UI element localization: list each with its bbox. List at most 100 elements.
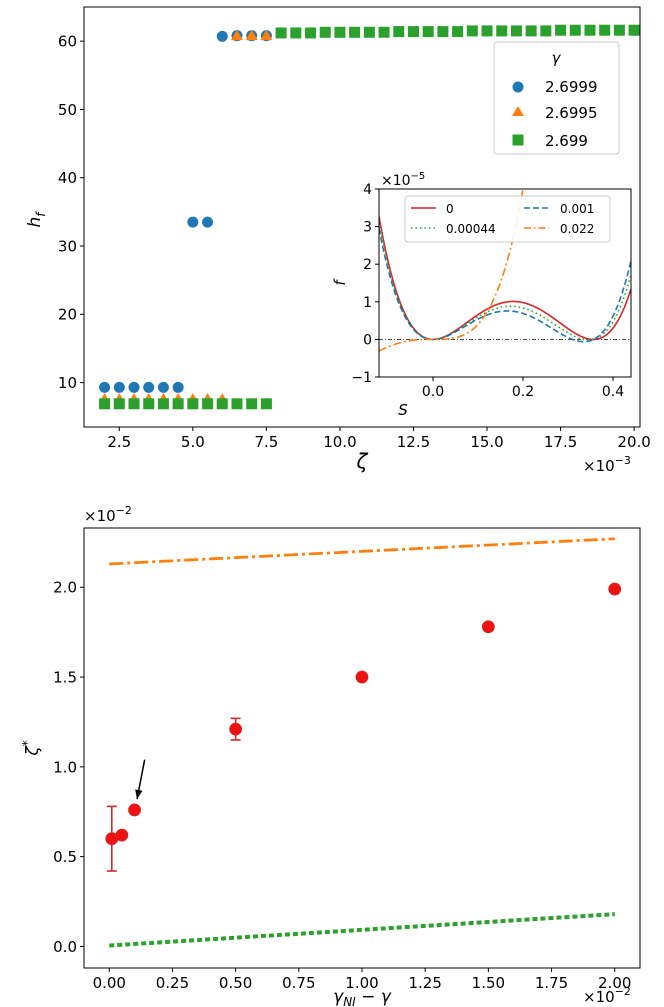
- point-2.699: [393, 26, 405, 38]
- bottom-xtick-label: 1.75: [535, 974, 568, 992]
- bottom-xtick-label: 0.75: [282, 974, 315, 992]
- inset-ytick-label: 4: [363, 182, 372, 198]
- inset-y-scale-label: ×10−5: [381, 171, 425, 189]
- top-xtick-label: 7.5: [254, 433, 278, 451]
- top-xtick-label: 15.0: [470, 433, 503, 451]
- legend-marker-circle: [512, 81, 524, 93]
- point-2.699: [628, 24, 640, 36]
- bottom-ytick-label: 1.0: [53, 758, 77, 776]
- bottom-xtick-label: 1.00: [345, 974, 378, 992]
- point-2.6995: [230, 29, 243, 41]
- point-2.699: [525, 25, 537, 37]
- point-2.6999: [113, 381, 125, 393]
- point-2.699: [481, 25, 493, 37]
- point-2.6999: [128, 381, 140, 393]
- point-2.6999: [202, 216, 214, 228]
- point-2.699: [378, 26, 390, 38]
- point-2.699: [334, 26, 346, 38]
- point-2.699: [452, 26, 464, 38]
- top-xtick-label: 12.5: [397, 433, 430, 451]
- top-legend: γ 2.6999 2.6995 2.699: [493, 41, 620, 155]
- point-2.699: [349, 26, 361, 38]
- inset-ytick-label: 2: [363, 257, 372, 273]
- point-2.699: [305, 27, 317, 39]
- point-2.699: [363, 26, 375, 38]
- bottom-ytick-label: 1.5: [53, 668, 77, 686]
- point-2.699: [246, 398, 258, 410]
- top-x-scale-label: ×10−3: [583, 454, 631, 475]
- legend-marker-triangle: [512, 106, 524, 116]
- inset-panel: 0.0 0.2 0.4 −1 0 1 2 3 4 S f ×10−5 0 0.00044 0.…: [331, 171, 632, 419]
- bottom-xtick-label: 1.50: [472, 974, 505, 992]
- legend-label-2.6995: 2.6995: [545, 104, 598, 122]
- point-2.699: [584, 24, 596, 36]
- lower-bound-line: [109, 912, 615, 948]
- bottom-ytick-label: 0.0: [53, 938, 77, 956]
- point-2.699: [466, 25, 478, 37]
- top-y-axis-label: hf: [25, 211, 48, 228]
- bottom-x-axis-label: γNI − γ: [333, 987, 392, 1007]
- bottom-panel: 0.00 0.25 0.50 0.75 1.00 1.25 1.50 1.75 2.00 0.0…: [20, 504, 641, 1007]
- inset-legend-label-0.022: 0.022: [560, 222, 594, 236]
- top-ytick-label: 20: [58, 306, 77, 324]
- point-2.699: [599, 24, 611, 36]
- point-2.699: [569, 24, 581, 36]
- point-2.699: [319, 26, 331, 38]
- inset-legend-label-0: 0: [446, 202, 454, 216]
- inset-xtick-label: 0.0: [422, 384, 444, 400]
- point-2.699: [202, 398, 214, 410]
- point-2.699: [143, 398, 155, 410]
- point-2.699: [275, 27, 287, 39]
- bottom-x-scale-label: ×10−2: [583, 985, 631, 1006]
- point-2.6995: [245, 29, 258, 41]
- bottom-xtick-label: 0.00: [93, 974, 126, 992]
- inset-x-axis-label: S: [398, 401, 408, 419]
- point-2.699: [290, 27, 302, 39]
- point-2.6999: [187, 216, 199, 228]
- top-ytick-label: 40: [58, 169, 77, 187]
- point-2.699: [113, 398, 125, 410]
- point-2.699: [172, 398, 184, 410]
- top-xtick-label: 17.5: [544, 433, 577, 451]
- legend-marker-square: [512, 134, 524, 146]
- top-ytick-label: 60: [58, 33, 77, 51]
- inset-legend-label-0.00044: 0.00044: [446, 222, 496, 236]
- point-2.699: [407, 26, 419, 38]
- data-point: [608, 582, 622, 596]
- bottom-axes-frame: [83, 527, 641, 969]
- inset-ytick-label: 1: [363, 295, 372, 311]
- data-point: [229, 722, 243, 736]
- point-2.699: [187, 398, 199, 410]
- inset-xtick-label: 0.2: [512, 384, 534, 400]
- inset-legend-box: [404, 195, 611, 243]
- inset-ytick-label: 0: [363, 332, 372, 348]
- bottom-y-axis-label: ζ*: [20, 740, 43, 756]
- point-2.699: [613, 24, 625, 36]
- bottom-ytick-label: 2.0: [53, 579, 77, 597]
- inset-legend: 0 0.00044 0.001 0.022: [404, 195, 611, 243]
- top-xtick-label: 20.0: [617, 433, 650, 451]
- top-xtick-label: 2.5: [107, 433, 131, 451]
- point-2.699: [496, 25, 508, 37]
- data-point: [481, 620, 495, 634]
- bottom-ytick-label: 0.5: [53, 848, 77, 866]
- bottom-xtick-label: 2.00: [598, 974, 631, 992]
- point-2.699: [231, 398, 243, 410]
- point-2.699: [437, 26, 449, 38]
- legend-label-2.699: 2.699: [545, 132, 588, 150]
- point-2.699: [260, 398, 272, 410]
- point-2.6999: [99, 381, 111, 393]
- point-2.699: [99, 398, 111, 410]
- point-2.699: [422, 26, 434, 38]
- point-2.699: [157, 398, 169, 410]
- top-ytick-label: 10: [58, 374, 77, 392]
- legend-title: γ: [552, 49, 562, 67]
- inset-ytick-label: 3: [363, 220, 372, 236]
- legend-box: [493, 41, 620, 155]
- point-2.699: [555, 24, 567, 36]
- inset-curve-0.022: [379, 189, 524, 352]
- top-axes-frame: [83, 6, 641, 428]
- top-panel: 2.5 5.0 7.5 10.0 12.5 15.0 17.5 20.0 1020304050…: [25, 6, 651, 475]
- top-xtick-label: 10.0: [323, 433, 356, 451]
